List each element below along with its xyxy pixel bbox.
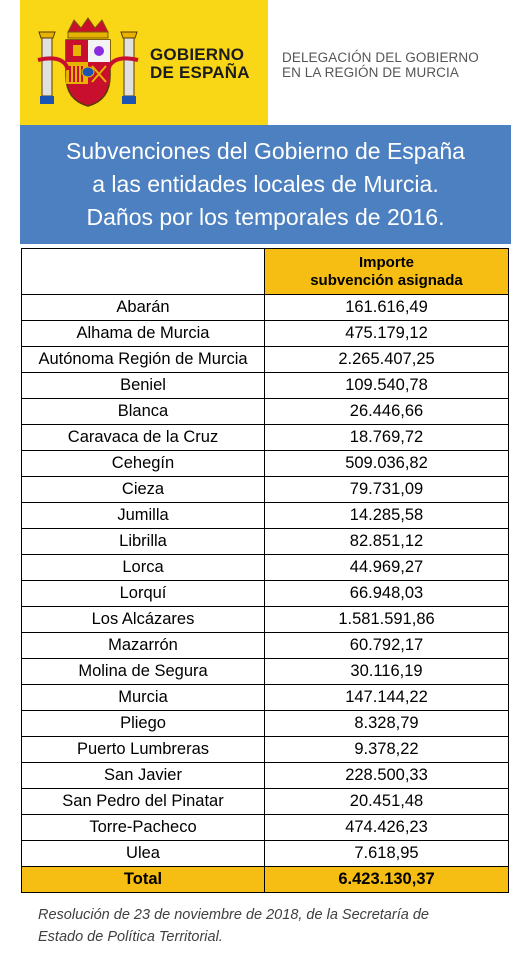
table-row: Torre-Pacheco 474.426,23: [21, 814, 509, 841]
amount-cell: 161.616,49: [264, 294, 509, 321]
amount-cell: 26.446,66: [264, 398, 509, 425]
banner-line2: a las entidades locales de Murcia.: [92, 171, 439, 197]
amount-cell: 9.378,22: [264, 736, 509, 763]
footnote-line1: Resolución de 23 de noviembre de 2018, d…: [38, 907, 429, 923]
table-body: Abarán 161.616,49 Alhama de Murcia 475.179,…: [21, 294, 509, 867]
amount-cell: 14.285,58: [264, 502, 509, 529]
gobierno-logo-block: GOBIERNO DE ESPAÑA: [20, 0, 268, 125]
amount-cell: 509.036,82: [264, 450, 509, 477]
entity-name-cell: Pliego: [21, 710, 265, 737]
amount-cell: 147.144,22: [264, 684, 509, 711]
gobierno-line1: GOBIERNO: [150, 45, 245, 64]
table-row: Lorca 44.969,27: [21, 554, 509, 581]
coat-of-arms-icon: [37, 17, 139, 107]
footnote: Resolución de 23 de noviembre de 2018, d…: [38, 904, 518, 948]
amount-cell: 2.265.407,25: [264, 346, 509, 373]
table-row: Jumilla 14.285,58: [21, 502, 509, 529]
table-row: Cehegín 509.036,82: [21, 450, 509, 477]
amount-cell: 30.116,19: [264, 658, 509, 685]
table-row: Ulea 7.618,95: [21, 840, 509, 867]
amount-cell: 79.731,09: [264, 476, 509, 503]
table-row: Alhama de Murcia 475.179,12: [21, 320, 509, 347]
table-row: Molina de Segura 30.116,19: [21, 658, 509, 685]
amount-cell: 7.618,95: [264, 840, 509, 867]
table-row: Murcia 147.144,22: [21, 684, 509, 711]
header-blank-cell: [21, 248, 265, 295]
table-row: Los Alcázares 1.581.591,86: [21, 606, 509, 633]
amount-cell: 1.581.591,86: [264, 606, 509, 633]
entity-name-cell: Cehegín: [21, 450, 265, 477]
banner-line1: Subvenciones del Gobierno de España: [66, 138, 465, 164]
total-amount: 6.423.130,37: [264, 866, 509, 893]
amount-cell: 60.792,17: [264, 632, 509, 659]
title-banner: Subvenciones del Gobierno de España a la…: [20, 125, 511, 244]
entity-name-cell: Alhama de Murcia: [21, 320, 265, 347]
table-row: Autónoma Región de Murcia 2.265.407,25: [21, 346, 509, 373]
amount-cell: 18.769,72: [264, 424, 509, 451]
header-amount-cell: Importe subvención asignada: [264, 248, 509, 295]
table-row: Mazarrón 60.792,17: [21, 632, 509, 659]
header-amount-line2: subvención asignada: [310, 271, 463, 289]
entity-name-cell: Lorca: [21, 554, 265, 581]
entity-name-cell: Autónoma Región de Murcia: [21, 346, 265, 373]
entity-name-cell: Mazarrón: [21, 632, 265, 659]
table-row: Librilla 82.851,12: [21, 528, 509, 555]
total-row: Total 6.423.130,37: [21, 866, 509, 893]
delegacion-line1: DELEGACIÓN DEL GOBIERNO: [282, 50, 479, 65]
entity-name-cell: Abarán: [21, 294, 265, 321]
header: GOBIERNO DE ESPAÑA DELEGACIÓN DEL GOBIER…: [20, 0, 511, 125]
gobierno-line2: DE ESPAÑA: [150, 63, 250, 82]
table-row: Pliego 8.328,79: [21, 710, 509, 737]
entity-name-cell: Ulea: [21, 840, 265, 867]
entity-name-cell: Blanca: [21, 398, 265, 425]
entity-name-cell: Murcia: [21, 684, 265, 711]
table-row: San Pedro del Pinatar 20.451,48: [21, 788, 509, 815]
table-header-row: Importe subvención asignada: [21, 248, 509, 295]
entity-name-cell: San Javier: [21, 762, 265, 789]
amount-cell: 228.500,33: [264, 762, 509, 789]
banner-line3: Daños por los temporales de 2016.: [86, 204, 445, 230]
entity-name-cell: Jumilla: [21, 502, 265, 529]
amount-cell: 8.328,79: [264, 710, 509, 737]
table-row: Cieza 79.731,09: [21, 476, 509, 503]
amount-cell: 20.451,48: [264, 788, 509, 815]
gobierno-espana-label: GOBIERNO DE ESPAÑA: [150, 46, 250, 82]
amount-cell: 109.540,78: [264, 372, 509, 399]
entity-name-cell: Molina de Segura: [21, 658, 265, 685]
table-row: Blanca 26.446,66: [21, 398, 509, 425]
amount-cell: 66.948,03: [264, 580, 509, 607]
amount-cell: 44.969,27: [264, 554, 509, 581]
entity-name-cell: Cieza: [21, 476, 265, 503]
entity-name-cell: Puerto Lumbreras: [21, 736, 265, 763]
footnote-line2: Estado de Política Territorial.: [38, 929, 223, 945]
delegacion-label: DELEGACIÓN DEL GOBIERNO EN LA REGIÓN DE …: [282, 50, 479, 80]
amount-cell: 475.179,12: [264, 320, 509, 347]
subsidy-table: Importe subvención asignada Abarán 161.61…: [21, 248, 509, 893]
table-row: Puerto Lumbreras 9.378,22: [21, 736, 509, 763]
table-row: Abarán 161.616,49: [21, 294, 509, 321]
table-row: Caravaca de la Cruz 18.769,72: [21, 424, 509, 451]
amount-cell: 474.426,23: [264, 814, 509, 841]
header-amount-line1: Importe: [358, 253, 414, 271]
total-label: Total: [21, 866, 265, 893]
table-row: Lorquí 66.948,03: [21, 580, 509, 607]
table-row: San Javier 228.500,33: [21, 762, 509, 789]
entity-name-cell: Los Alcázares: [21, 606, 265, 633]
delegacion-line2: EN LA REGIÓN DE MURCIA: [282, 65, 459, 80]
entity-name-cell: Lorquí: [21, 580, 265, 607]
entity-name-cell: Librilla: [21, 528, 265, 555]
table-row: Beniel 109.540,78: [21, 372, 509, 399]
entity-name-cell: San Pedro del Pinatar: [21, 788, 265, 815]
entity-name-cell: Beniel: [21, 372, 265, 399]
entity-name-cell: Caravaca de la Cruz: [21, 424, 265, 451]
entity-name-cell: Torre-Pacheco: [21, 814, 265, 841]
amount-cell: 82.851,12: [264, 528, 509, 555]
